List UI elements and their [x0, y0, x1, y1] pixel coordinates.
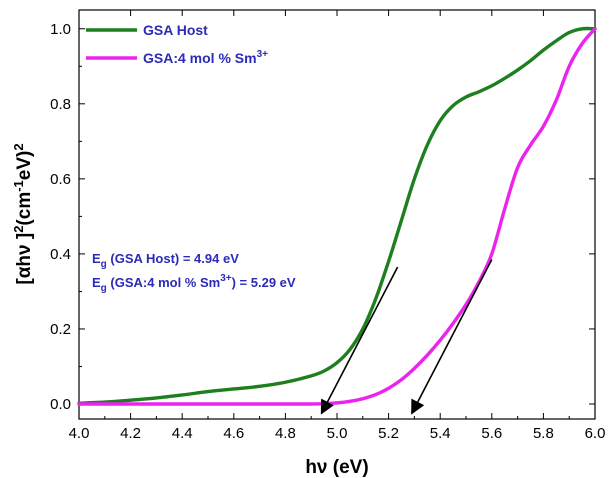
legend-label-1: GSA Host — [143, 22, 208, 38]
y-tick-label: 0.0 — [50, 396, 71, 413]
x-axis-title-main: hν — [305, 457, 327, 478]
tangent-lines — [320, 259, 493, 415]
y-tick-label: 1.0 — [50, 21, 71, 38]
y-tick-label: 0.6 — [50, 171, 71, 188]
series-layer — [77, 26, 597, 406]
series-line-2 — [77, 27, 597, 406]
x-tick-label: 4.4 — [172, 425, 193, 442]
x-tick-label: 4.6 — [223, 425, 244, 442]
x-tick-label: 5.0 — [327, 425, 348, 442]
y-tick-label: 0.8 — [50, 96, 71, 113]
x-tick-label: 4.0 — [69, 425, 90, 442]
x-tick-label: 4.2 — [120, 425, 141, 442]
bandgap-annotation-1: Eg (GSA Host) = 4.94 eV — [92, 251, 239, 270]
x-tick-label: 5.6 — [481, 425, 502, 442]
y-tick-label: 0.2 — [50, 321, 71, 338]
y-axis-title: [αhν ]2(cm-1eV)2 — [11, 143, 35, 284]
y-tick-label: 0.4 — [50, 246, 71, 263]
annotations: Eg (GSA Host) = 4.94 eV Eg (GSA:4 mol % S… — [92, 251, 296, 294]
series-line-1 — [77, 26, 597, 405]
x-tick-label: 6.0 — [585, 425, 606, 442]
legend-label-2: GSA:4 mol % Sm3+ — [143, 49, 268, 66]
legend: GSA Host GSA:4 mol % Sm3+ — [86, 22, 268, 66]
tangent-arrow-1 — [320, 266, 399, 415]
x-tick-label: 5.8 — [533, 425, 554, 442]
ticks: 4.0 4.2 4.4 4.6 4.8 5.0 5.2 5.4 5.6 5.8 6.0 0.0 0.2 0… — [50, 10, 605, 442]
tangent-arrow-2 — [411, 259, 493, 415]
x-tick-label: 5.4 — [430, 425, 451, 442]
x-tick-label: 4.8 — [275, 425, 296, 442]
x-axis-title-unit: (eV) — [328, 457, 369, 478]
x-axis-title: hν (eV) — [305, 457, 368, 478]
x-tick-label: 5.2 — [378, 425, 399, 442]
bandgap-annotation-2: Eg (GSA:4 mol % Sm3+) = 5.29 eV — [92, 273, 296, 294]
